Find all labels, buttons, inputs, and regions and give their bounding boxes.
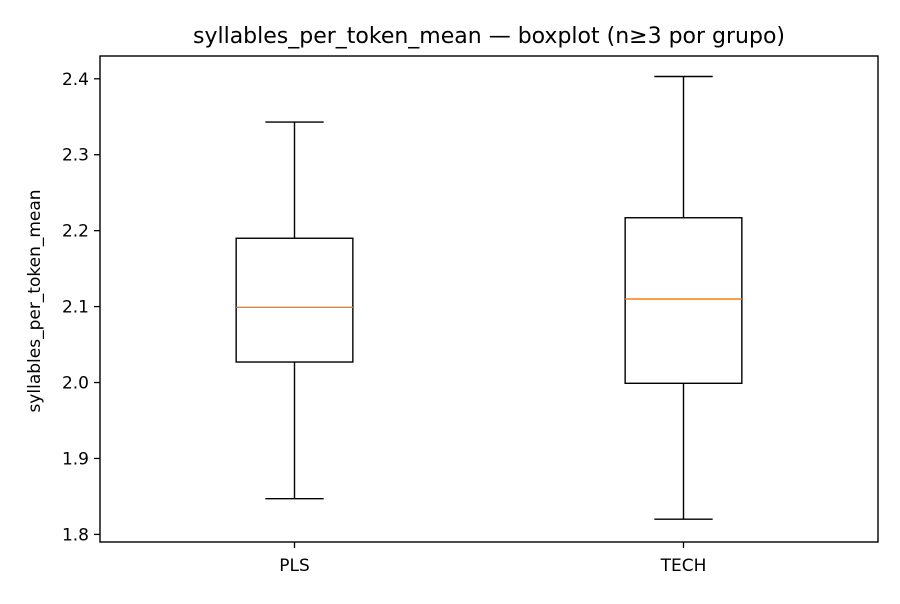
y-axis-label: syllables_per_token_mean [25, 189, 45, 412]
boxplot-series [235, 75, 743, 520]
x-tick-label: PLS [279, 556, 310, 576]
y-tick-label: 2.0 [62, 374, 89, 394]
plot-frame [99, 55, 879, 543]
x-axis-ticks: PLS TECH [279, 542, 706, 576]
iqr-box [624, 217, 743, 384]
y-tick-label: 2.1 [62, 298, 89, 318]
x-tick-label: TECH [660, 556, 707, 576]
y-tick-label: 1.9 [62, 449, 89, 469]
box-tech [624, 75, 743, 520]
chart-title: syllables_per_token_mean — boxplot (n≥3 … [193, 24, 785, 49]
iqr-box [235, 237, 354, 363]
y-tick-label: 1.8 [62, 525, 89, 545]
box-pls [235, 121, 354, 500]
y-axis-ticks: 1.8 1.9 2.0 2.1 2.2 2.3 2.4 [62, 70, 100, 545]
y-tick-label: 2.4 [62, 70, 89, 90]
y-tick-label: 2.3 [62, 146, 89, 166]
y-tick-label: 2.2 [62, 222, 89, 242]
